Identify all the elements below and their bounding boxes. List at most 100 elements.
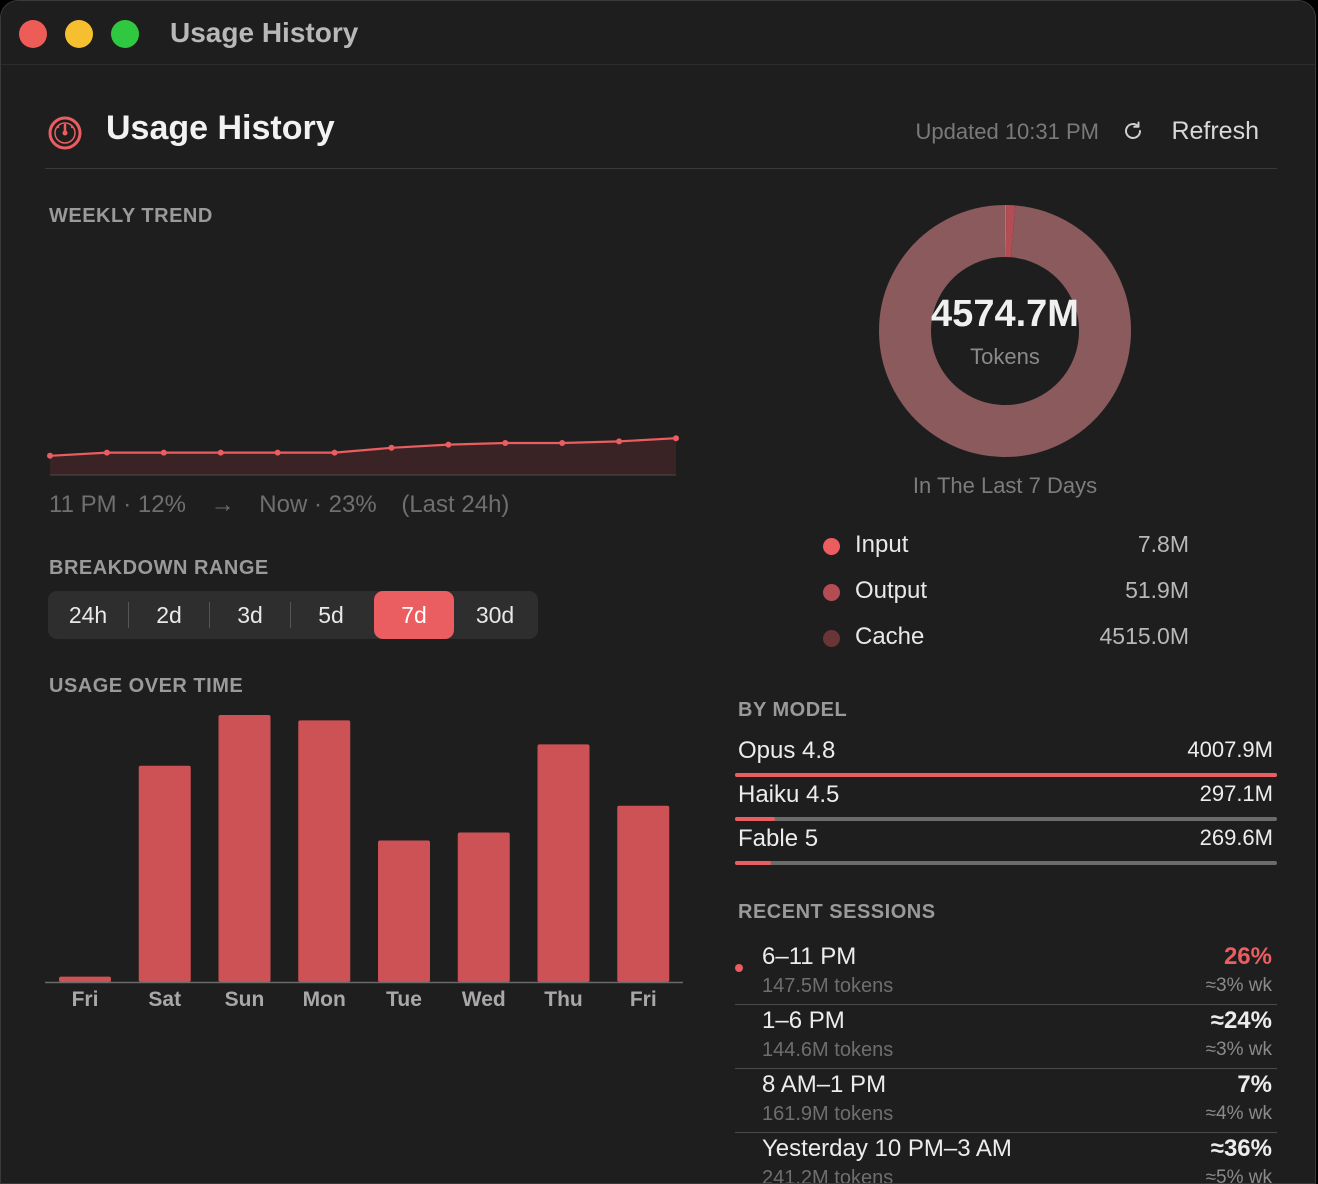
- legend-name: Cache: [855, 623, 925, 650]
- session-row[interactable]: 1–6 PM 144.6M tokens ≈24% ≈3% wk: [735, 1005, 1277, 1069]
- trend-end-label: Now · 23%: [259, 491, 377, 518]
- refresh-icon[interactable]: [1121, 119, 1145, 143]
- usage-bar: [218, 715, 271, 982]
- legend-dot: [823, 538, 840, 555]
- range-option-24h[interactable]: 24h: [48, 591, 128, 639]
- session-tokens: 147.5M tokens: [762, 975, 894, 997]
- trend-caption: 11 PM · 12% → Now · 23% (Last 24h): [49, 491, 527, 519]
- usage-bar: [59, 976, 111, 982]
- session-tokens: 241.2M tokens: [762, 1167, 894, 1184]
- session-time: 1–6 PM: [762, 1007, 845, 1034]
- session-week-percent: ≈3% wk: [1205, 1039, 1272, 1060]
- session-week-percent: ≈4% wk: [1205, 1103, 1272, 1124]
- trend-point: [559, 440, 566, 446]
- trend-area: [50, 438, 676, 475]
- session-week-percent: ≈5% wk: [1205, 1167, 1272, 1184]
- usage-over-time-chart: Fri Sat Sun Mon Tue Wed Thu Fri: [45, 715, 683, 1011]
- session-time: Yesterday 10 PM–3 AM: [762, 1135, 1012, 1162]
- model-name: Fable 5: [738, 825, 819, 852]
- legend-item-input: Input 7.8M: [821, 529, 1189, 563]
- session-percent: ≈36%: [1210, 1135, 1272, 1162]
- legend-dot: [823, 630, 840, 647]
- session-tokens: 161.9M tokens: [762, 1103, 894, 1125]
- trend-point: [673, 435, 679, 442]
- legend-value: 7.8M: [1137, 531, 1189, 557]
- by-model-label: BY MODEL: [738, 699, 848, 721]
- range-option-5d[interactable]: 5d: [291, 591, 371, 639]
- range-option-30d[interactable]: 30d: [454, 591, 536, 639]
- session-row[interactable]: Yesterday 10 PM–3 AM 241.2M tokens ≈36% …: [735, 1133, 1277, 1184]
- active-session-dot: [735, 964, 743, 972]
- usage-bar: [537, 744, 590, 982]
- model-share-track: [735, 861, 1277, 865]
- range-option-7d[interactable]: 7d: [374, 591, 454, 639]
- range-separator: [128, 602, 129, 628]
- session-row[interactable]: 8 AM–1 PM 161.9M tokens 7% ≈4% wk: [735, 1069, 1277, 1133]
- usage-bar: [378, 840, 430, 982]
- usage-bar-label: Fri: [72, 988, 99, 1011]
- model-value: 269.6M: [1199, 825, 1273, 850]
- maximize-button[interactable]: [111, 20, 139, 48]
- session-row[interactable]: 6–11 PM 147.5M tokens 26% ≈3% wk: [735, 941, 1277, 1005]
- trend-range-note: (Last 24h): [401, 491, 510, 518]
- model-value: 297.1M: [1199, 781, 1273, 806]
- gauge-icon: [48, 116, 82, 150]
- trend-line: [49, 437, 677, 457]
- usage-bar-label: Wed: [462, 988, 506, 1011]
- usage-bar-label: Tue: [386, 988, 422, 1011]
- session-percent: 26%: [1223, 943, 1272, 970]
- usage-bar-label: Fri: [630, 988, 657, 1011]
- trend-point: [388, 444, 395, 451]
- trend-point: [103, 449, 110, 456]
- weekly-trend-label: WEEKLY TREND: [49, 205, 213, 227]
- range-option-2d[interactable]: 2d: [129, 591, 209, 639]
- model-name: Haiku 4.5: [738, 781, 840, 808]
- legend-item-output: Output 51.9M: [821, 575, 1189, 609]
- usage-over-time-label: USAGE OVER TIME: [49, 675, 244, 697]
- model-share-track: [735, 773, 1277, 777]
- session-week-percent: ≈3% wk: [1205, 975, 1272, 996]
- trend-point: [47, 452, 53, 459]
- model-share-fill: [735, 817, 776, 821]
- usage-bar-label: Mon: [303, 988, 346, 1011]
- session-time: 6–11 PM: [762, 943, 857, 970]
- close-button[interactable]: [19, 20, 47, 48]
- trend-point: [445, 441, 452, 448]
- model-share-fill: [735, 861, 772, 865]
- updated-timestamp: Updated 10:31 PM: [915, 119, 1099, 144]
- legend-dot: [823, 584, 840, 601]
- trend-point: [331, 449, 338, 456]
- trend-point: [274, 449, 281, 456]
- window-title: Usage History: [170, 17, 359, 48]
- model-share-track: [735, 817, 1277, 821]
- model-row-haiku: Haiku 4.5 297.1M: [735, 777, 1277, 821]
- trend-point: [616, 438, 623, 445]
- donut-total-value: 4574.7M: [931, 293, 1079, 335]
- session-tokens: 144.6M tokens: [762, 1039, 894, 1061]
- legend-value: 4515.0M: [1099, 623, 1189, 649]
- range-option-3d[interactable]: 3d: [210, 591, 290, 639]
- title-bar: Usage History: [1, 1, 1315, 65]
- donut-unit: Tokens: [970, 344, 1040, 369]
- trend-arrow-icon: →: [210, 491, 235, 518]
- breakdown-range-selector: 24h 2d 3d 5d 7d 30d: [48, 591, 538, 639]
- usage-bar: [298, 720, 351, 982]
- donut-slice-cache: [879, 205, 1131, 457]
- weekly-trend-chart: [47, 435, 679, 476]
- session-time: 8 AM–1 PM: [762, 1071, 887, 1098]
- trend-start-label: 11 PM · 12%: [49, 491, 186, 518]
- trend-point: [217, 449, 224, 456]
- model-name: Opus 4.8: [738, 737, 836, 764]
- model-value: 4007.9M: [1187, 737, 1273, 762]
- recent-sessions-label: RECENT SESSIONS: [738, 901, 936, 923]
- usage-bar-label: Sat: [148, 988, 181, 1011]
- minimize-button[interactable]: [65, 20, 93, 48]
- page-header: Usage History Updated 10:31 PM Refresh: [45, 101, 1277, 169]
- refresh-button[interactable]: Refresh: [1171, 117, 1259, 145]
- legend-name: Input: [855, 531, 909, 558]
- model-row-opus: Opus 4.8 4007.9M: [735, 733, 1277, 777]
- model-row-fable: Fable 5 269.6M: [735, 821, 1277, 865]
- legend-value: 51.9M: [1125, 577, 1189, 603]
- usage-bar: [138, 765, 191, 982]
